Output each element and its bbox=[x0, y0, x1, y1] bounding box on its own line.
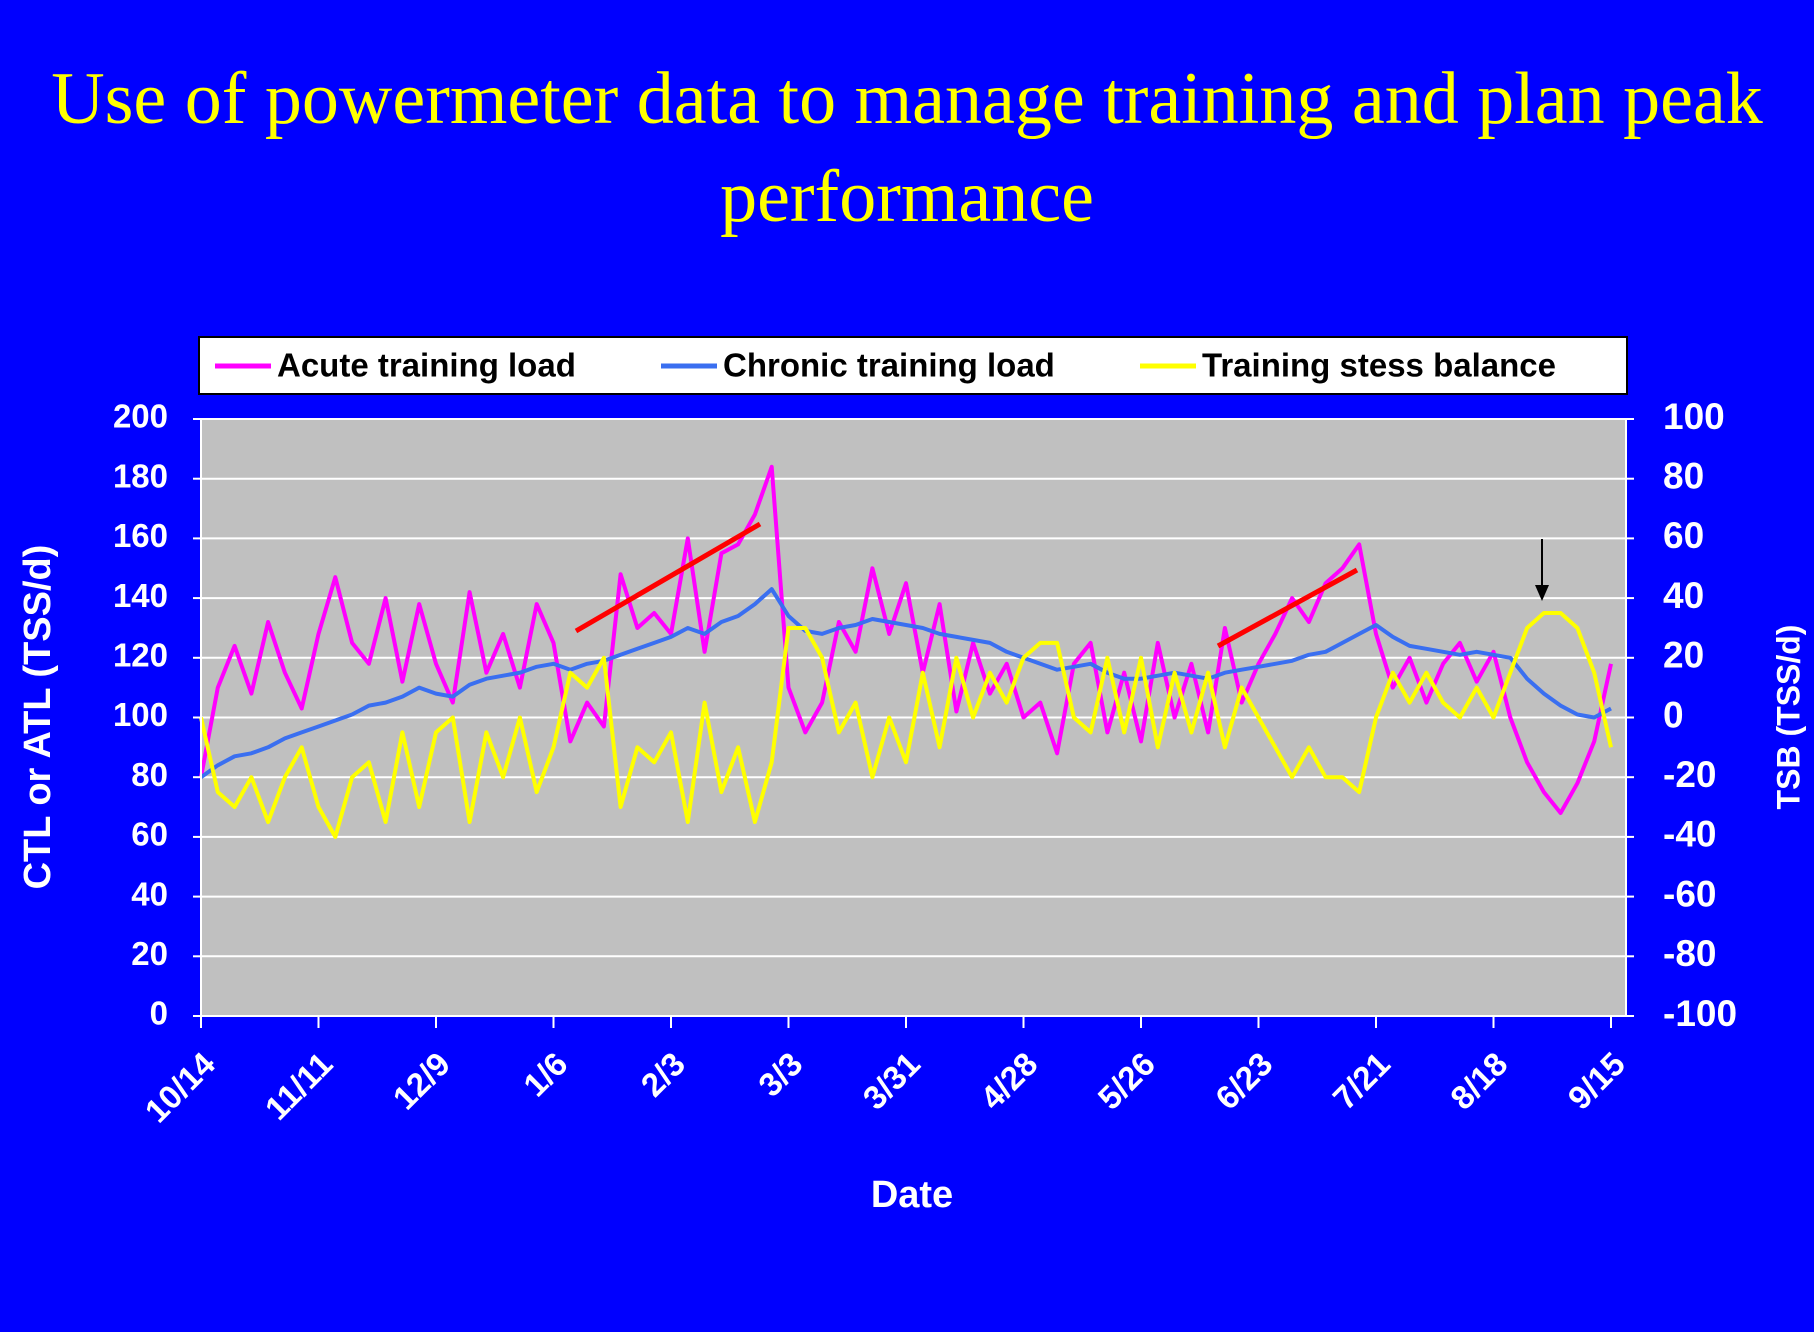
y2-tick-label: 0 bbox=[1663, 694, 1684, 735]
arrow-head bbox=[1535, 585, 1549, 601]
y-tick-label: 0 bbox=[150, 995, 168, 1032]
x-tick-label: 3/31 bbox=[856, 1045, 928, 1117]
legend-label: Acute training load bbox=[277, 347, 576, 384]
trend-line bbox=[574, 521, 762, 634]
series-line bbox=[199, 611, 1613, 839]
y-tick-label: 140 bbox=[113, 577, 168, 614]
x-tick-label: 11/11 bbox=[258, 1045, 340, 1127]
y2-tick-label: -80 bbox=[1663, 933, 1716, 974]
x-tick-label: 7/21 bbox=[1326, 1045, 1398, 1117]
series-line bbox=[199, 587, 1612, 779]
y2-tick-label: -60 bbox=[1663, 873, 1716, 914]
y-tick-label: 80 bbox=[131, 756, 168, 793]
x-tick-label: 1/6 bbox=[516, 1045, 575, 1104]
x-tick-label: 8/18 bbox=[1443, 1045, 1515, 1117]
legend-label: Chronic training load bbox=[723, 347, 1055, 384]
y-tick-label: 180 bbox=[113, 457, 168, 494]
series-lines bbox=[199, 464, 1613, 839]
y2-tick-label: 100 bbox=[1663, 396, 1725, 437]
y2-tick-label: 60 bbox=[1663, 515, 1704, 556]
series-line bbox=[199, 464, 1613, 815]
y-tick-label: 40 bbox=[131, 875, 168, 912]
y2-tick-label: 80 bbox=[1663, 455, 1704, 496]
y2-tick-label: 20 bbox=[1663, 635, 1704, 676]
x-tick-label: 5/26 bbox=[1091, 1045, 1163, 1117]
y-tick-label: 160 bbox=[113, 517, 168, 554]
y-tick-label: 60 bbox=[131, 816, 168, 853]
x-axis-title: Date bbox=[871, 1174, 953, 1216]
x-tick-label: 9/15 bbox=[1561, 1045, 1633, 1117]
x-tick-label: 10/14 bbox=[138, 1045, 223, 1130]
grid bbox=[201, 418, 1626, 1017]
x-tick-label: 12/9 bbox=[386, 1045, 458, 1117]
chart-title: Use of powermeter data to manage trainin… bbox=[51, 58, 1763, 238]
x-tick-label: 2/3 bbox=[634, 1045, 693, 1104]
legend-items: Acute training load Chronic training load… bbox=[215, 347, 1556, 384]
x-tick-label: 3/3 bbox=[751, 1045, 810, 1104]
legend bbox=[198, 336, 1628, 395]
y2-tick-label: -20 bbox=[1663, 754, 1716, 795]
y-axis-title: CTL or ATL (TSS/d) bbox=[17, 545, 59, 890]
y2-axis-title: TSB (TSS/d) bbox=[1770, 625, 1806, 810]
x-tick-label: 6/23 bbox=[1208, 1045, 1280, 1117]
y2-tick-label: 40 bbox=[1663, 575, 1704, 616]
y-tick-label: 120 bbox=[113, 637, 168, 674]
y-tick-label: 200 bbox=[113, 398, 168, 435]
x-tick-label: 4/28 bbox=[973, 1045, 1045, 1117]
legend-label: Training stess balance bbox=[1202, 347, 1556, 384]
y-tick-label: 20 bbox=[131, 935, 168, 972]
trend-line bbox=[1216, 567, 1359, 649]
y2-tick-label: -40 bbox=[1663, 814, 1716, 855]
y2-tick-label: -100 bbox=[1663, 993, 1737, 1034]
y-tick-label: 100 bbox=[113, 696, 168, 733]
